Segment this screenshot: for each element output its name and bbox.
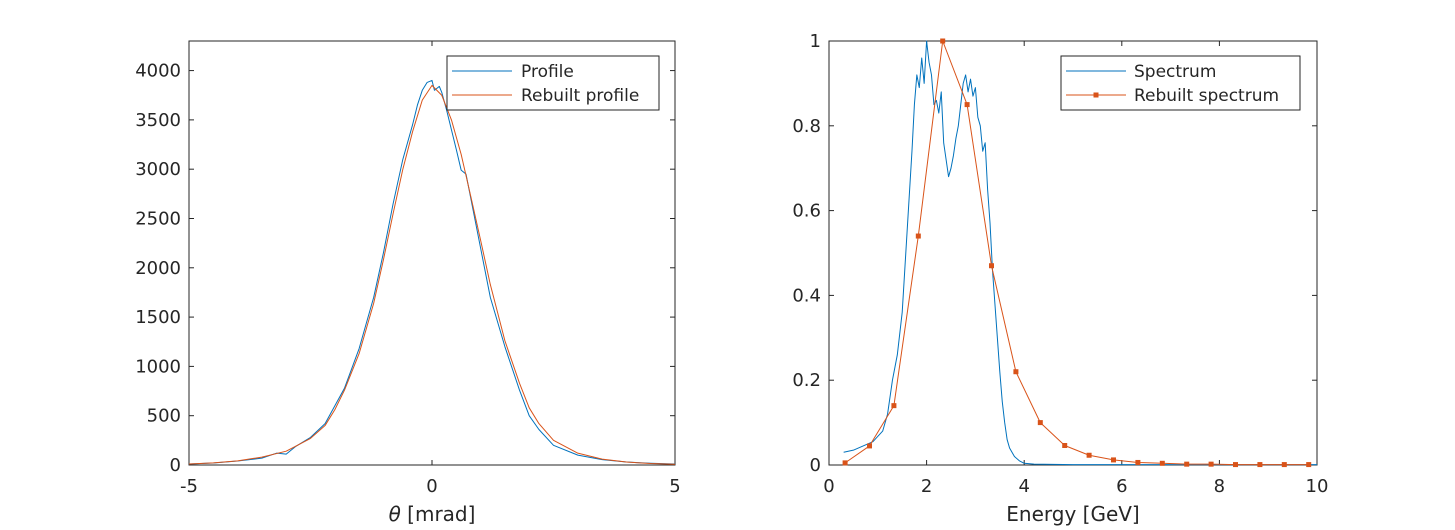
spectrum-x-axis-label: Energy [GeV] <box>1006 502 1139 526</box>
spectrum-x-ticks: 0 2 4 6 8 10 <box>823 41 1328 497</box>
spectrum-series-rebuilt-spectrum-marker <box>940 38 946 44</box>
profile-series-rebuilt-profile-line <box>188 84 676 465</box>
spectrum-y-ticks: 0 0.2 0.4 0.6 0.8 1 <box>792 31 1317 476</box>
profile-y-tick-label: 500 <box>147 406 181 427</box>
profile-x-tick-label: 5 <box>669 476 680 497</box>
profile-x-tick-label: -5 <box>180 476 198 497</box>
profile-legend-label-rebuilt: Rebuilt profile <box>521 86 639 106</box>
spectrum-plot-area <box>828 40 1318 466</box>
profile-legend: Profile Rebuilt profile <box>446 55 660 111</box>
profile-x-tick-label: 0 <box>426 476 437 497</box>
spectrum-legend-box <box>1060 55 1301 111</box>
spectrum-series-rebuilt-spectrum-marker <box>1037 420 1043 426</box>
spectrum-y-tick-label: 0.8 <box>792 116 821 137</box>
profile-y-tick-label: 1500 <box>135 307 181 328</box>
spectrum-y-tick-label: 0.6 <box>792 201 821 222</box>
profile-legend-label-profile: Profile <box>521 62 574 82</box>
spectrum-series-rebuilt-spectrum-marker <box>1184 461 1190 467</box>
spectrum-series-rebuilt-spectrum-marker <box>1111 457 1117 463</box>
spectrum-series-rebuilt-spectrum-marker <box>1281 462 1287 468</box>
profile-x-axis-label: θ [mrad] <box>389 502 476 526</box>
spectrum-y-tick-label: 0 <box>810 455 821 476</box>
spectrum-y-tick-label: 0.4 <box>792 285 821 306</box>
spectrum-series-rebuilt-spectrum-line <box>844 40 1309 466</box>
spectrum-x-tick-label: 8 <box>1214 476 1225 497</box>
profile-y-tick-label: 2000 <box>135 258 181 279</box>
spectrum-series-rebuilt-spectrum-marker <box>1086 452 1092 458</box>
profile-y-tick-label: 3000 <box>135 159 181 180</box>
spectrum-legend-marker-rebuilt <box>1093 92 1099 98</box>
spectrum-legend: Spectrum Rebuilt spectrum <box>1060 55 1301 111</box>
spectrum-series-rebuilt-spectrum-marker <box>1062 442 1068 448</box>
spectrum-series-rebuilt-spectrum-marker <box>842 460 848 466</box>
spectrum-series-rebuilt-spectrum-marker <box>1233 462 1239 468</box>
spectrum-series-rebuilt-spectrum-marker <box>1135 459 1141 465</box>
spectrum-series-rebuilt-spectrum-marker <box>915 233 921 239</box>
spectrum-x-tick-label: 10 <box>1306 476 1329 497</box>
spectrum-series-rebuilt-spectrum-marker <box>1208 461 1214 467</box>
profile-y-tick-label: 4000 <box>135 61 181 82</box>
profile-y-tick-label: 3500 <box>135 110 181 131</box>
spectrum-series-rebuilt-spectrum-marker <box>1159 460 1165 466</box>
spectrum-x-tick-label: 4 <box>1018 476 1029 497</box>
spectrum-series-rebuilt-spectrum-marker <box>964 102 970 108</box>
spectrum-series-rebuilt-spectrum-marker <box>1306 462 1312 468</box>
spectrum-x-tick-label: 6 <box>1116 476 1127 497</box>
spectrum-x-tick-label: 2 <box>921 476 932 497</box>
spectrum-series <box>842 38 1317 468</box>
spectrum-legend-label-spectrum: Spectrum <box>1134 62 1216 82</box>
spectrum-y-tick-label: 1 <box>810 31 821 52</box>
profile-series <box>188 79 676 465</box>
spectrum-series-rebuilt-spectrum-marker <box>1257 462 1263 468</box>
profile-series-profile-line <box>188 79 676 465</box>
profile-y-ticks: 0 500 1000 1500 2000 2500 3000 3500 4000 <box>135 61 675 476</box>
spectrum-series-rebuilt-spectrum-marker <box>891 403 897 409</box>
spectrum-x-tick-label: 0 <box>823 476 834 497</box>
spectrum-legend-label-rebuilt: Rebuilt spectrum <box>1134 86 1279 106</box>
spectrum-axes: 0 2 4 6 8 10 0 0.2 0.4 0.6 0.8 1 Energy [GeV] Spec… <box>792 31 1328 526</box>
spectrum-series-rebuilt-spectrum-marker <box>989 263 995 269</box>
profile-plot-area <box>188 40 676 466</box>
profile-legend-box <box>446 55 660 111</box>
spectrum-y-tick-label: 0.2 <box>792 370 821 391</box>
spectrum-series-rebuilt-spectrum-marker <box>1013 369 1019 375</box>
spectrum-series-rebuilt-spectrum-marker <box>867 443 873 449</box>
profile-y-tick-label: 1000 <box>135 356 181 377</box>
profile-y-tick-label: 2500 <box>135 208 181 229</box>
profile-y-tick-label: 0 <box>170 455 181 476</box>
profile-x-ticks: -5 0 5 <box>180 41 681 497</box>
spectrum-series-spectrum-line <box>843 40 1317 466</box>
